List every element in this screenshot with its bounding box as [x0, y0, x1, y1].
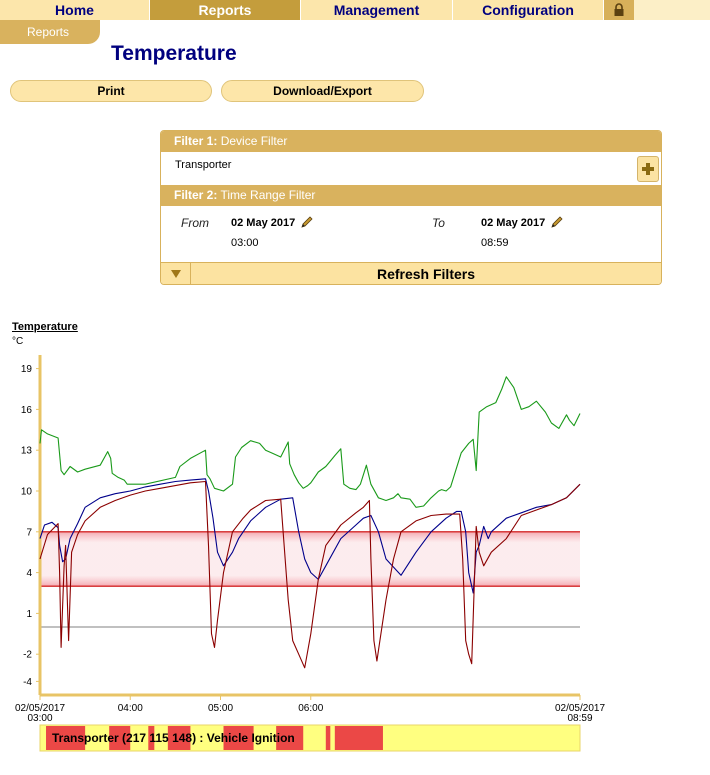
- collapse-filters-toggle[interactable]: [161, 263, 191, 284]
- nav-tab-home[interactable]: Home: [0, 0, 150, 20]
- filter-1-header: Filter 1: Device Filter: [161, 131, 661, 152]
- y-tick-label-7: -2: [23, 650, 32, 661]
- refresh-filters-button[interactable]: Refresh Filters: [376, 266, 476, 282]
- y-tick-label-0: 19: [21, 364, 33, 375]
- ignition-on-segment-4: [223, 726, 254, 750]
- ignition-on-segment-6: [325, 726, 331, 750]
- from-label: From: [181, 216, 209, 230]
- triangle-down-icon: [170, 270, 181, 278]
- from-date: 02 May 2017: [231, 217, 296, 229]
- subtab-reports[interactable]: Reports: [0, 20, 100, 44]
- x-tick-label-0-0: 02/05/2017: [15, 703, 65, 714]
- to-label: To: [432, 216, 445, 230]
- top-navigation: Home Reports Management Configuration: [0, 0, 710, 20]
- x-tick-label-0-1: 03:00: [27, 713, 52, 724]
- chart-title: Temperature: [12, 321, 78, 333]
- filter-2-name: Time Range Filter: [220, 188, 316, 202]
- ignition-bar-label: Transporter (217 115 148) : Vehicle Igni…: [52, 731, 295, 745]
- lock-icon: [614, 3, 624, 16]
- series-line-0: [39, 376, 581, 508]
- nav-tab-reports[interactable]: Reports: [150, 0, 301, 20]
- series-line-2: [39, 480, 581, 669]
- y-tick-label-8: -4: [23, 677, 32, 688]
- to-date: 02 May 2017: [481, 217, 546, 229]
- ignition-on-segment-2: [148, 726, 155, 750]
- y-tick-label-1: 16: [21, 405, 33, 416]
- refresh-bar: Refresh Filters: [161, 262, 661, 284]
- y-tick-label-4: 7: [26, 527, 32, 538]
- ignition-on-segment-3: [167, 726, 191, 750]
- threshold-band: [40, 531, 580, 587]
- x-tick-label-4-0: 02/05/2017: [555, 703, 605, 714]
- y-tick-label-3: 10: [21, 487, 33, 498]
- page-title: Temperature: [111, 42, 237, 65]
- y-tick-label-2: 13: [21, 446, 33, 457]
- nav-tab-configuration[interactable]: Configuration: [453, 0, 604, 20]
- lock-button[interactable]: [604, 0, 634, 20]
- edit-to-pencil-icon[interactable]: [550, 215, 564, 229]
- ignition-on-segment-7: [334, 726, 383, 750]
- y-tick-label-5: 4: [26, 568, 32, 579]
- filter-panel: Filter 1: Device Filter Transporter Filt…: [160, 130, 662, 285]
- nav-filler: [634, 0, 710, 20]
- filter-2-header: Filter 2: Time Range Filter: [161, 185, 661, 206]
- ignition-on-segment-0: [46, 726, 86, 750]
- filter-1-label: Filter 1:: [174, 134, 218, 148]
- filter-1-name: Device Filter: [220, 134, 288, 148]
- x-tick-label-2-0: 05:00: [208, 703, 233, 714]
- add-device-button[interactable]: [637, 156, 659, 182]
- chart-y-unit: °C: [12, 336, 24, 347]
- nav-tab-management[interactable]: Management: [301, 0, 453, 20]
- device-filter-value: Transporter: [175, 159, 232, 171]
- x-tick-label-1-0: 04:00: [118, 703, 143, 714]
- y-tick-label-6: 1: [26, 609, 32, 620]
- x-tick-label-3-0: 06:00: [298, 703, 323, 714]
- x-tick-label-4-1: 08:59: [567, 713, 592, 724]
- to-time: 08:59: [481, 237, 509, 249]
- ignition-on-segment-5: [276, 726, 304, 750]
- edit-from-pencil-icon[interactable]: [300, 215, 314, 229]
- ignition-on-segment-1: [109, 726, 131, 750]
- plus-icon: [642, 163, 654, 175]
- filter-2-label: Filter 2:: [174, 188, 218, 202]
- series-line-1: [39, 478, 581, 594]
- download-export-button[interactable]: Download/Export: [221, 80, 424, 102]
- print-button[interactable]: Print: [10, 80, 212, 102]
- from-time: 03:00: [231, 237, 259, 249]
